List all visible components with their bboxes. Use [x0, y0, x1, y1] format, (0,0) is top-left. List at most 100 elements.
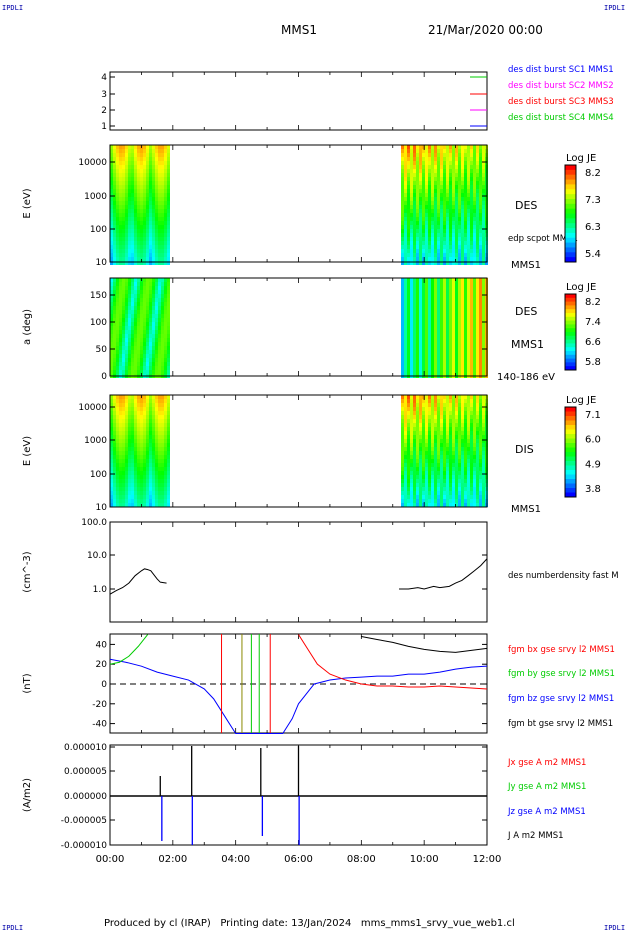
spectrogram-cell — [476, 173, 479, 177]
spectrogram-cell — [122, 314, 125, 318]
spectrogram-cell — [149, 209, 152, 213]
spectrogram-cell — [125, 411, 128, 415]
spectrogram-cell — [146, 306, 149, 310]
spectrogram-cell — [482, 197, 485, 201]
spectrogram-cell — [119, 487, 122, 491]
spectrogram-cell — [143, 173, 146, 177]
spectrogram-cell — [443, 362, 446, 366]
spectrogram-cell — [143, 282, 146, 286]
colorbar-tick-label: 4.9 — [585, 459, 601, 470]
spectrogram-cell — [446, 443, 449, 447]
spectrogram-cell — [446, 439, 449, 443]
spectrogram-cell — [146, 249, 149, 253]
spectrogram-cell — [473, 165, 476, 169]
bfield-by-line — [109, 634, 149, 665]
spectrogram-cell — [476, 209, 479, 213]
spectrogram-cell — [431, 463, 434, 467]
colorbar-band — [565, 434, 576, 439]
spectrogram-cell — [482, 318, 485, 322]
spectrogram-cell — [158, 350, 161, 354]
spectrogram-cell — [416, 439, 419, 443]
spectrogram-cell — [416, 338, 419, 342]
spectrogram-cell — [158, 241, 161, 245]
spectrogram-cell — [167, 491, 170, 495]
spectrogram-cell — [443, 165, 446, 169]
spectrogram-cell — [455, 213, 458, 217]
spectrogram-cell — [110, 423, 113, 427]
spectrogram-cell — [434, 229, 437, 233]
spectrogram-cell — [131, 173, 134, 177]
spectrogram-cell — [131, 479, 134, 483]
spectrogram-cell — [128, 233, 131, 237]
spectrogram-cell — [119, 455, 122, 459]
spectrogram-cell — [155, 233, 158, 237]
spectrogram-cell — [431, 338, 434, 342]
spectrogram-cell — [128, 451, 131, 455]
spectrogram-cell — [413, 358, 416, 362]
spectrogram-cell — [125, 415, 128, 419]
spectrogram-cell — [149, 338, 152, 342]
spectrogram-cell — [128, 278, 131, 282]
spectrogram-cell — [449, 241, 452, 245]
spectrogram-cell — [113, 443, 116, 447]
spectrogram-cell — [437, 415, 440, 419]
spectrogram-cell — [152, 145, 155, 149]
spectrogram-cell — [428, 173, 431, 177]
spectrogram-cell — [458, 177, 461, 181]
colorbar-band — [565, 407, 576, 412]
spectrogram-cell — [431, 326, 434, 330]
burst-legend-label: des dist burst SC2 MMS2 — [508, 81, 614, 91]
spectrogram-cell — [110, 403, 113, 407]
spectrogram-cell — [446, 157, 449, 161]
spectrogram-cell — [152, 185, 155, 189]
spectrogram-cell — [470, 294, 473, 298]
spectrogram-cell — [131, 471, 134, 475]
spectrogram-cell — [140, 282, 143, 286]
spectrogram-cell — [152, 257, 155, 261]
spectrogram-cell — [449, 306, 452, 310]
des-energy-ylabel: E (eV) — [22, 188, 33, 218]
spectrogram-cell — [167, 257, 170, 261]
spectrogram-cell — [443, 447, 446, 451]
spectrogram-cell — [125, 455, 128, 459]
spectrogram-cell — [137, 314, 140, 318]
spectrogram-cell — [461, 197, 464, 201]
spectrogram-cell — [470, 322, 473, 326]
spectrogram-cell — [152, 326, 155, 330]
y-tick-label: 0 — [101, 372, 107, 382]
spectrogram-cell — [140, 487, 143, 491]
y-tick-label: 0.000000 — [64, 792, 107, 802]
spectrogram-cell — [158, 294, 161, 298]
spectrogram-cell — [413, 419, 416, 423]
spectrogram-cell — [125, 338, 128, 342]
spectrogram-cell — [425, 221, 428, 225]
spectrogram-cell — [461, 318, 464, 322]
spectrogram-cell — [461, 237, 464, 241]
spectrogram-cell — [128, 395, 131, 399]
spectrogram-cell — [155, 225, 158, 229]
spectrogram-cell — [455, 157, 458, 161]
spectrogram-cell — [161, 487, 164, 491]
spectrogram-cell — [152, 201, 155, 205]
spectrogram-cell — [410, 479, 413, 483]
spectrogram-cell — [122, 415, 125, 419]
spectrogram-cell — [113, 415, 116, 419]
spectrogram-cell — [443, 370, 446, 374]
spectrogram-cell — [137, 318, 140, 322]
spectrogram-cell — [464, 499, 467, 503]
date-title: 21/Mar/2020 00:00 — [428, 23, 543, 37]
spectrogram-cell — [161, 350, 164, 354]
spectrogram-cell — [401, 249, 404, 253]
spectrogram-cell — [434, 318, 437, 322]
spectrogram-cell — [122, 463, 125, 467]
spectrogram-cell — [431, 298, 434, 302]
spectrogram-cell — [419, 306, 422, 310]
spectrogram-cell — [401, 217, 404, 221]
spectrogram-cell — [443, 173, 446, 177]
spectrogram-cell — [137, 431, 140, 435]
spectrogram-cell — [452, 314, 455, 318]
spectrogram-cell — [473, 431, 476, 435]
spectrogram-cell — [128, 197, 131, 201]
spectrogram-cell — [452, 415, 455, 419]
spectrogram-cell — [131, 145, 134, 149]
